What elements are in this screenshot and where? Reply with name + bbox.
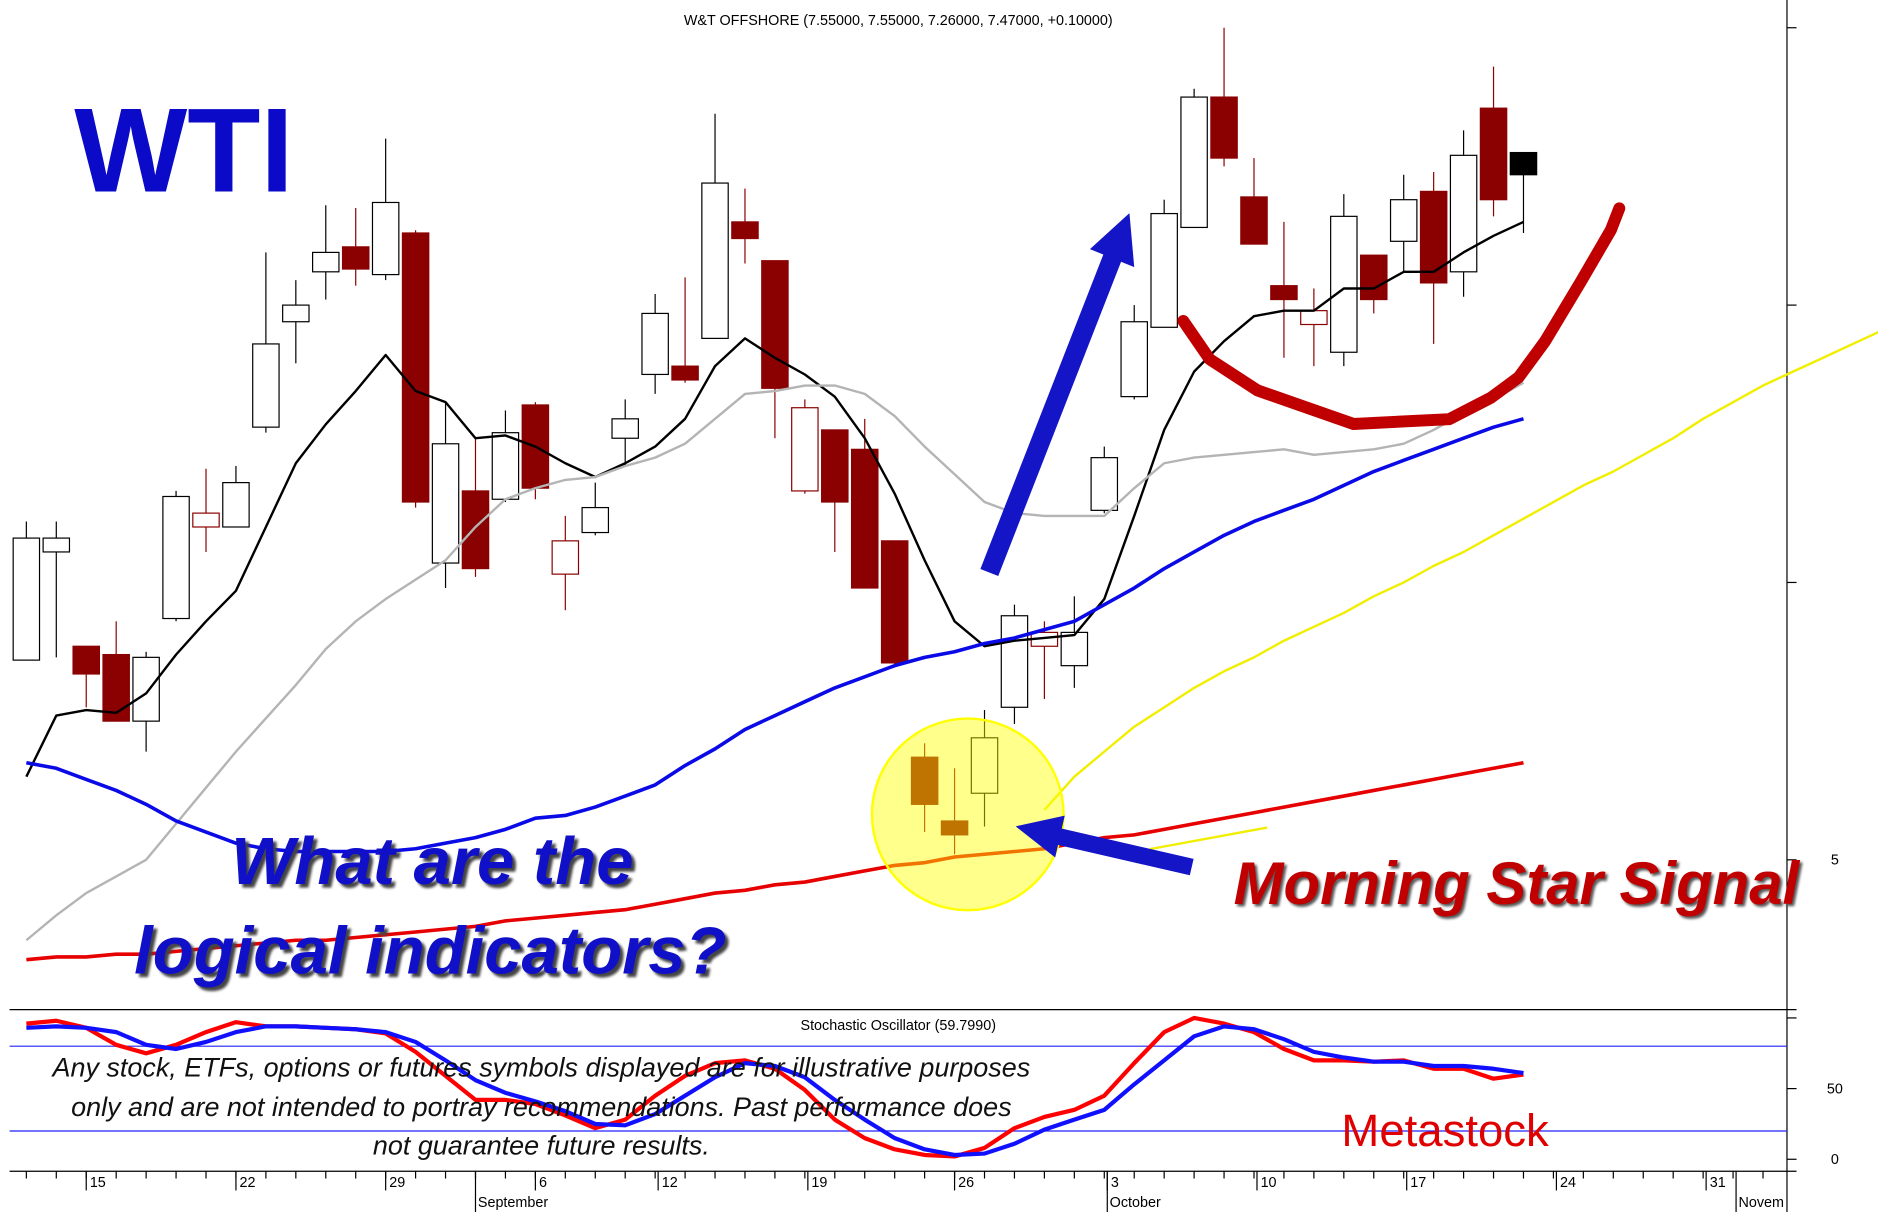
candle-body (1060, 631, 1089, 667)
candle-body (1300, 310, 1328, 326)
y-tick-label: 0 (1831, 1152, 1839, 1168)
x-tick-label: 26 (958, 1175, 974, 1191)
candle-body (162, 495, 190, 620)
series-line (26, 1015, 1524, 1159)
month-label: Novem (1738, 1195, 1784, 1211)
candle-body (1180, 96, 1208, 229)
candle-body (431, 443, 460, 564)
signal-label: Morning Star Signal (1234, 850, 1801, 917)
series-line (25, 220, 1524, 778)
series-line (25, 381, 1525, 942)
question-line: logical indicators? (134, 914, 726, 989)
x-minor-ticks (25, 1171, 1764, 1179)
x-tick-label: 15 (90, 1175, 106, 1191)
logo: WTI (74, 85, 293, 218)
candle-body (701, 182, 729, 339)
x-tick-label: 17 (1410, 1175, 1426, 1191)
candle-body (401, 232, 430, 503)
month-label: October (1110, 1195, 1161, 1211)
candle-body (641, 312, 669, 376)
y-tick-label: 50 (1827, 1081, 1843, 1097)
series-line (26, 417, 1524, 854)
x-tick-label: 6 (539, 1175, 547, 1191)
candle-body (371, 201, 400, 276)
candle-body (880, 540, 909, 664)
x-tick-label: 19 (811, 1175, 827, 1191)
source-label: Metastock (1341, 1105, 1549, 1156)
x-tick-label: 3 (1111, 1175, 1119, 1191)
candle-body (72, 645, 101, 675)
series-line (26, 761, 1524, 962)
candle-body (940, 820, 969, 836)
candle-body (312, 251, 340, 273)
candle-body (1240, 196, 1268, 245)
trend-segment (1149, 826, 1268, 851)
candle-body (731, 221, 759, 240)
y-tick-label: 5 (1831, 853, 1839, 869)
candle-body (461, 490, 490, 570)
candle-body (551, 540, 580, 575)
disclaimer-line: not guarantee future results. (373, 1131, 710, 1161)
question-line: What are the (231, 824, 633, 899)
candle-body (850, 448, 879, 589)
candle-body (1389, 199, 1418, 242)
up-arrow-shaft (980, 250, 1123, 576)
candle-body (1330, 215, 1358, 353)
month-label: September (478, 1195, 548, 1211)
candle-body (1509, 151, 1538, 176)
candle-body (910, 756, 939, 805)
annotations: WTI What are the logical indicators? Mor… (51, 85, 1801, 1161)
candle-body (1150, 212, 1178, 328)
candle-body (1359, 254, 1388, 301)
candle-body (970, 737, 999, 794)
candle-body (222, 482, 250, 528)
candle-body (282, 304, 310, 323)
candle-body (821, 429, 849, 503)
rounding-curve (1177, 202, 1626, 430)
candle-body (581, 506, 610, 534)
candle-body (761, 260, 789, 389)
candle-body (1120, 321, 1148, 398)
x-tick-label: 12 (662, 1175, 678, 1191)
candle-body (491, 432, 520, 500)
frame (9, 0, 1797, 1212)
candle-body (192, 512, 220, 528)
x-tick-label: 31 (1710, 1175, 1726, 1191)
candle-body (12, 537, 41, 661)
disclaimer-line: only and are not intended to portray rec… (71, 1092, 1011, 1122)
left-arrow-shaft (1054, 827, 1194, 876)
candle-body (252, 343, 280, 428)
candle-body (1479, 107, 1508, 201)
candle-body (671, 365, 699, 381)
candle-body (132, 656, 160, 722)
candle-body (791, 407, 819, 492)
x-tick-label: 29 (389, 1175, 405, 1191)
candle-body (1000, 615, 1029, 708)
candle-body (1270, 285, 1298, 301)
candle-body (1449, 154, 1478, 273)
highlight-circle (870, 717, 1065, 912)
plot-area: W&T OFFSHORE (7.55000, 7.55000, 7.26000,… (9, 13, 1878, 1212)
candle-body (341, 246, 370, 270)
candle-body (1210, 96, 1238, 159)
x-tick-label: 10 (1261, 1175, 1277, 1191)
candle-body (42, 537, 71, 553)
series-line (26, 1024, 1524, 1158)
left-arrow-head (1015, 815, 1065, 858)
candle-body (1419, 190, 1448, 284)
chart-title: Stochastic Oscillator (59.7990) (801, 1018, 997, 1034)
chart-title: W&T OFFSHORE (7.55000, 7.55000, 7.26000,… (684, 13, 1113, 29)
candle-body (611, 418, 639, 439)
x-tick-label: 24 (1560, 1175, 1576, 1191)
candle-body (102, 653, 130, 722)
disclaimer-line: Any stock, ETFs, options or futures symb… (51, 1053, 1031, 1083)
candle-body (1090, 457, 1119, 511)
up-arrow-head (1089, 213, 1135, 268)
series-line (1043, 330, 1878, 811)
x-tick-label: 22 (240, 1175, 256, 1191)
